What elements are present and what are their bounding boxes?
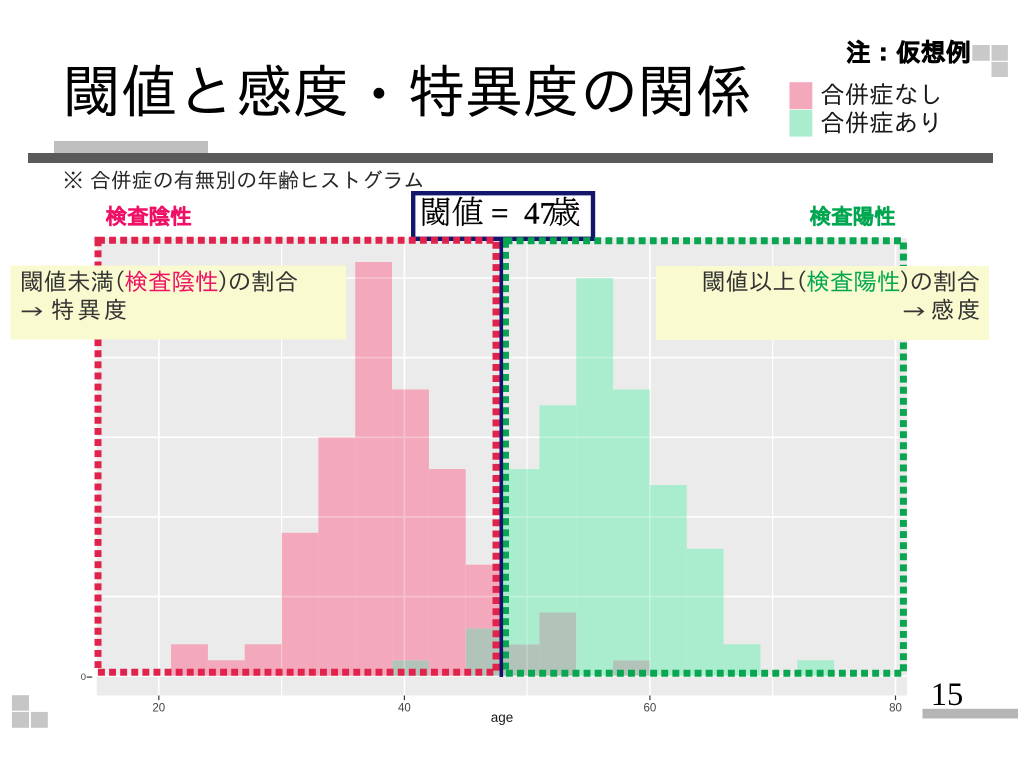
svg-text:40: 40 xyxy=(398,703,411,715)
svg-text:20: 20 xyxy=(152,703,165,715)
svg-text:80: 80 xyxy=(889,703,902,715)
svg-text:15: 15 xyxy=(931,677,964,713)
svg-text:0: 0 xyxy=(81,672,86,683)
svg-text:60: 60 xyxy=(644,703,657,715)
svg-text:age: age xyxy=(491,710,514,725)
